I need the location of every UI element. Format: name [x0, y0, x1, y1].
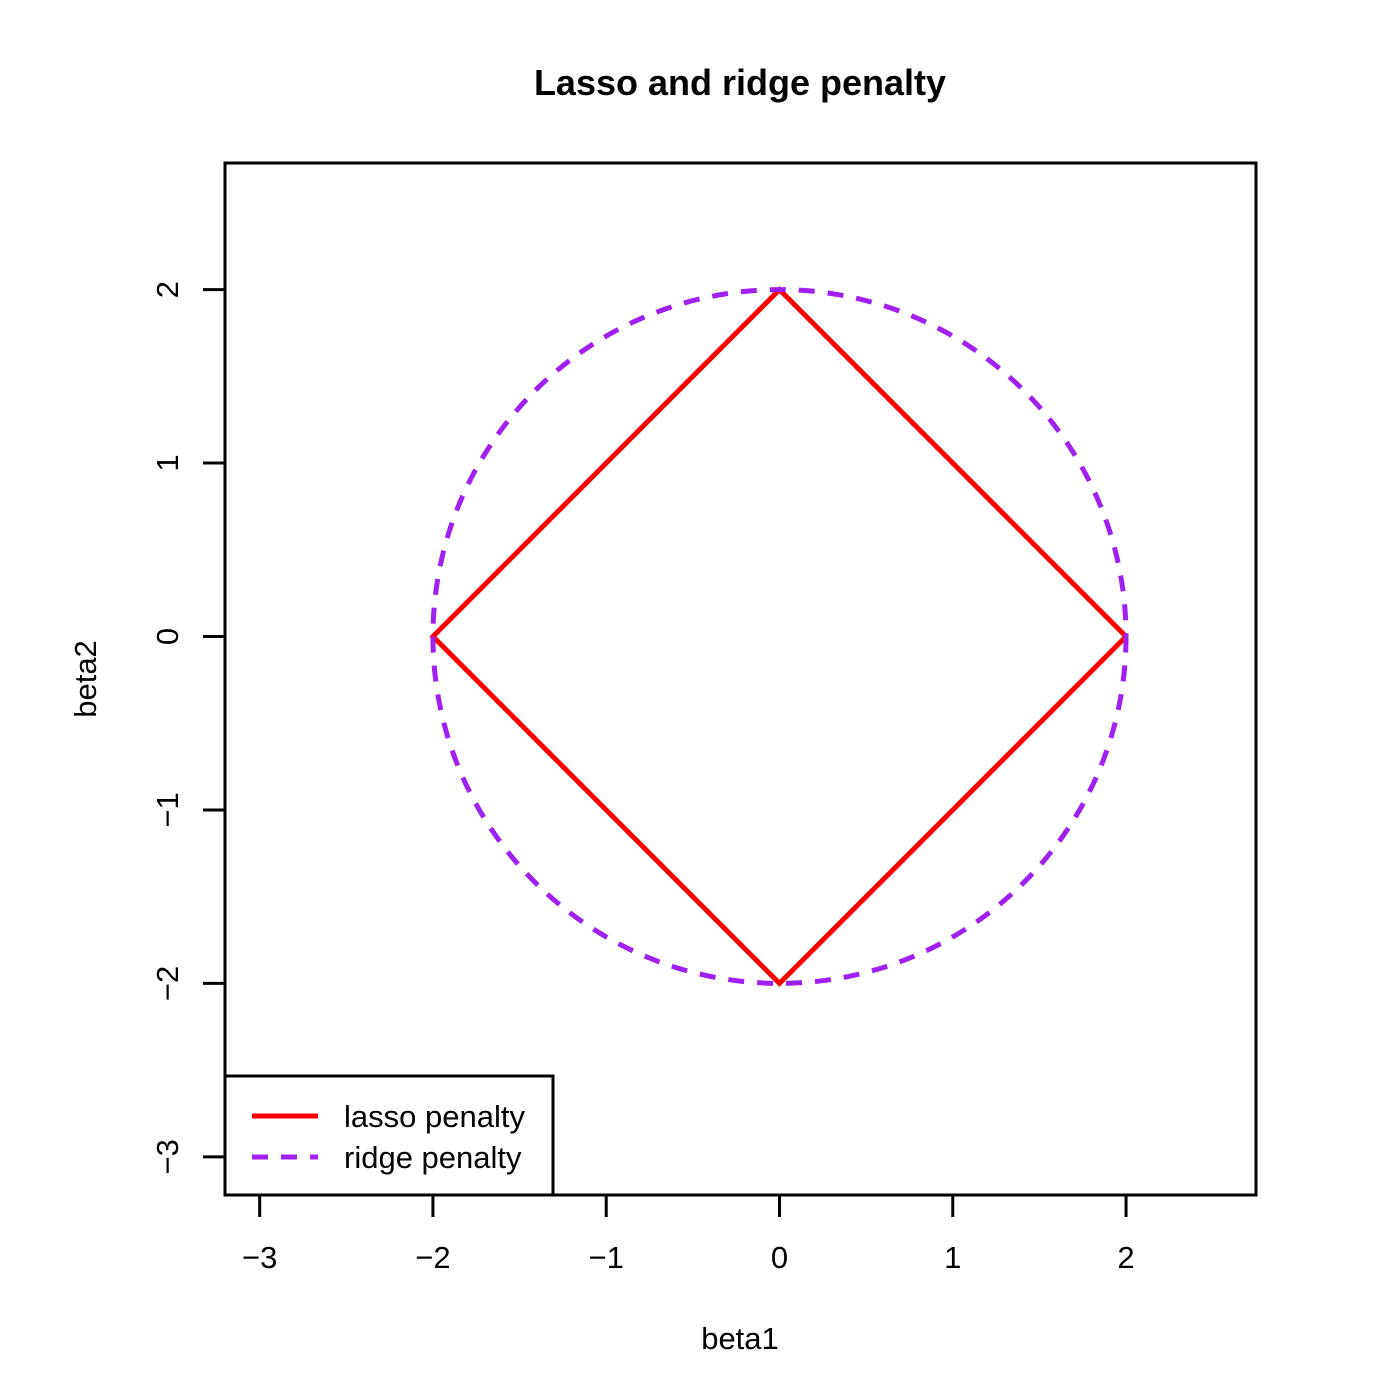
plot-frame — [223, 161, 1258, 1197]
series-layer — [429, 286, 1129, 987]
x-tick-label: −3 — [242, 1240, 277, 1275]
legend-box — [223, 1074, 555, 1197]
chart-title: Lasso and ridge penalty — [534, 62, 946, 103]
legend-label: lasso penalty — [344, 1099, 525, 1134]
y-tick-label: −3 — [150, 1139, 185, 1174]
y-tick-label: 1 — [150, 454, 185, 471]
y-tick-label: −2 — [150, 966, 185, 1001]
x-tick-label: 1 — [944, 1240, 961, 1275]
x-tick-label: −1 — [589, 1240, 624, 1275]
y-axis-label: beta2 — [68, 640, 103, 718]
lasso-penalty-diamond — [429, 286, 1128, 987]
x-axis-label: beta1 — [701, 1321, 779, 1356]
x-tick-label: 0 — [771, 1240, 788, 1275]
legend-label: ridge penalty — [344, 1140, 522, 1175]
y-tick-label: −1 — [150, 792, 185, 827]
y-tick-label: 2 — [150, 281, 185, 298]
y-tick-label: 0 — [150, 628, 185, 645]
x-tick-label: −2 — [415, 1240, 450, 1275]
x-tick-label: 2 — [1117, 1240, 1134, 1275]
ridge-penalty-circle — [430, 287, 1129, 986]
legend: lasso penalty ridge penalty — [223, 1074, 555, 1197]
